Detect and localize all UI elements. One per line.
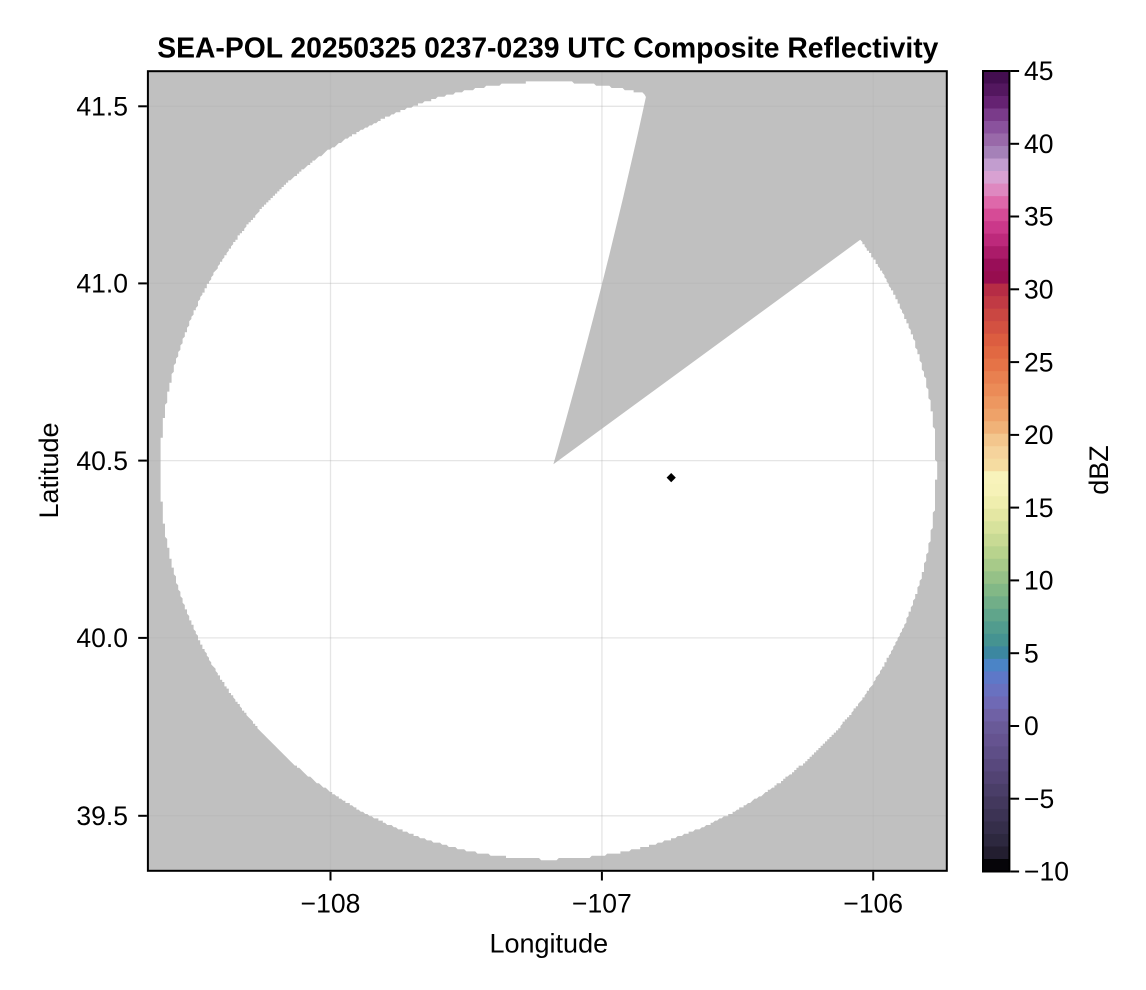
svg-text:Longitude: Longitude [489, 929, 608, 959]
svg-text:0: 0 [1024, 711, 1039, 741]
svg-text:41.0: 41.0 [76, 269, 128, 299]
svg-text:40.0: 40.0 [76, 623, 128, 653]
svg-text:45: 45 [1024, 56, 1053, 86]
svg-text:−5: −5 [1024, 784, 1054, 814]
svg-text:10: 10 [1024, 566, 1053, 596]
svg-text:−107: −107 [572, 888, 632, 918]
svg-text:40: 40 [1024, 129, 1053, 159]
svg-text:−10: −10 [1024, 857, 1069, 887]
svg-text:SEA-POL 20250325 0237-0239 UTC: SEA-POL 20250325 0237-0239 UTC Composite… [157, 31, 938, 63]
svg-text:40.5: 40.5 [76, 446, 128, 476]
svg-text:35: 35 [1024, 202, 1053, 232]
svg-text:−106: −106 [843, 888, 903, 918]
svg-text:dBZ: dBZ [1084, 445, 1114, 495]
svg-text:5: 5 [1024, 638, 1039, 668]
svg-text:Latitude: Latitude [34, 422, 64, 518]
svg-text:−108: −108 [301, 888, 361, 918]
svg-text:30: 30 [1024, 275, 1053, 305]
svg-text:20: 20 [1024, 420, 1053, 450]
svg-text:39.5: 39.5 [76, 801, 128, 831]
svg-text:25: 25 [1024, 347, 1053, 377]
svg-text:15: 15 [1024, 493, 1053, 523]
svg-text:41.5: 41.5 [76, 92, 128, 122]
